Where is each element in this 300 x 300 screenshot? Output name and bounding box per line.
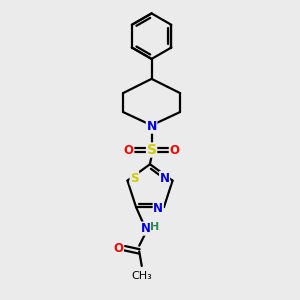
Text: H: H (150, 222, 160, 233)
Text: S: S (130, 172, 139, 184)
Text: O: O (169, 143, 179, 157)
Text: N: N (146, 120, 157, 133)
Text: N: N (153, 202, 163, 215)
Text: N: N (160, 172, 170, 184)
Text: O: O (113, 242, 123, 255)
Text: S: S (147, 143, 157, 157)
Text: O: O (124, 143, 134, 157)
Text: CH₃: CH₃ (131, 271, 152, 281)
Text: N: N (140, 222, 151, 235)
